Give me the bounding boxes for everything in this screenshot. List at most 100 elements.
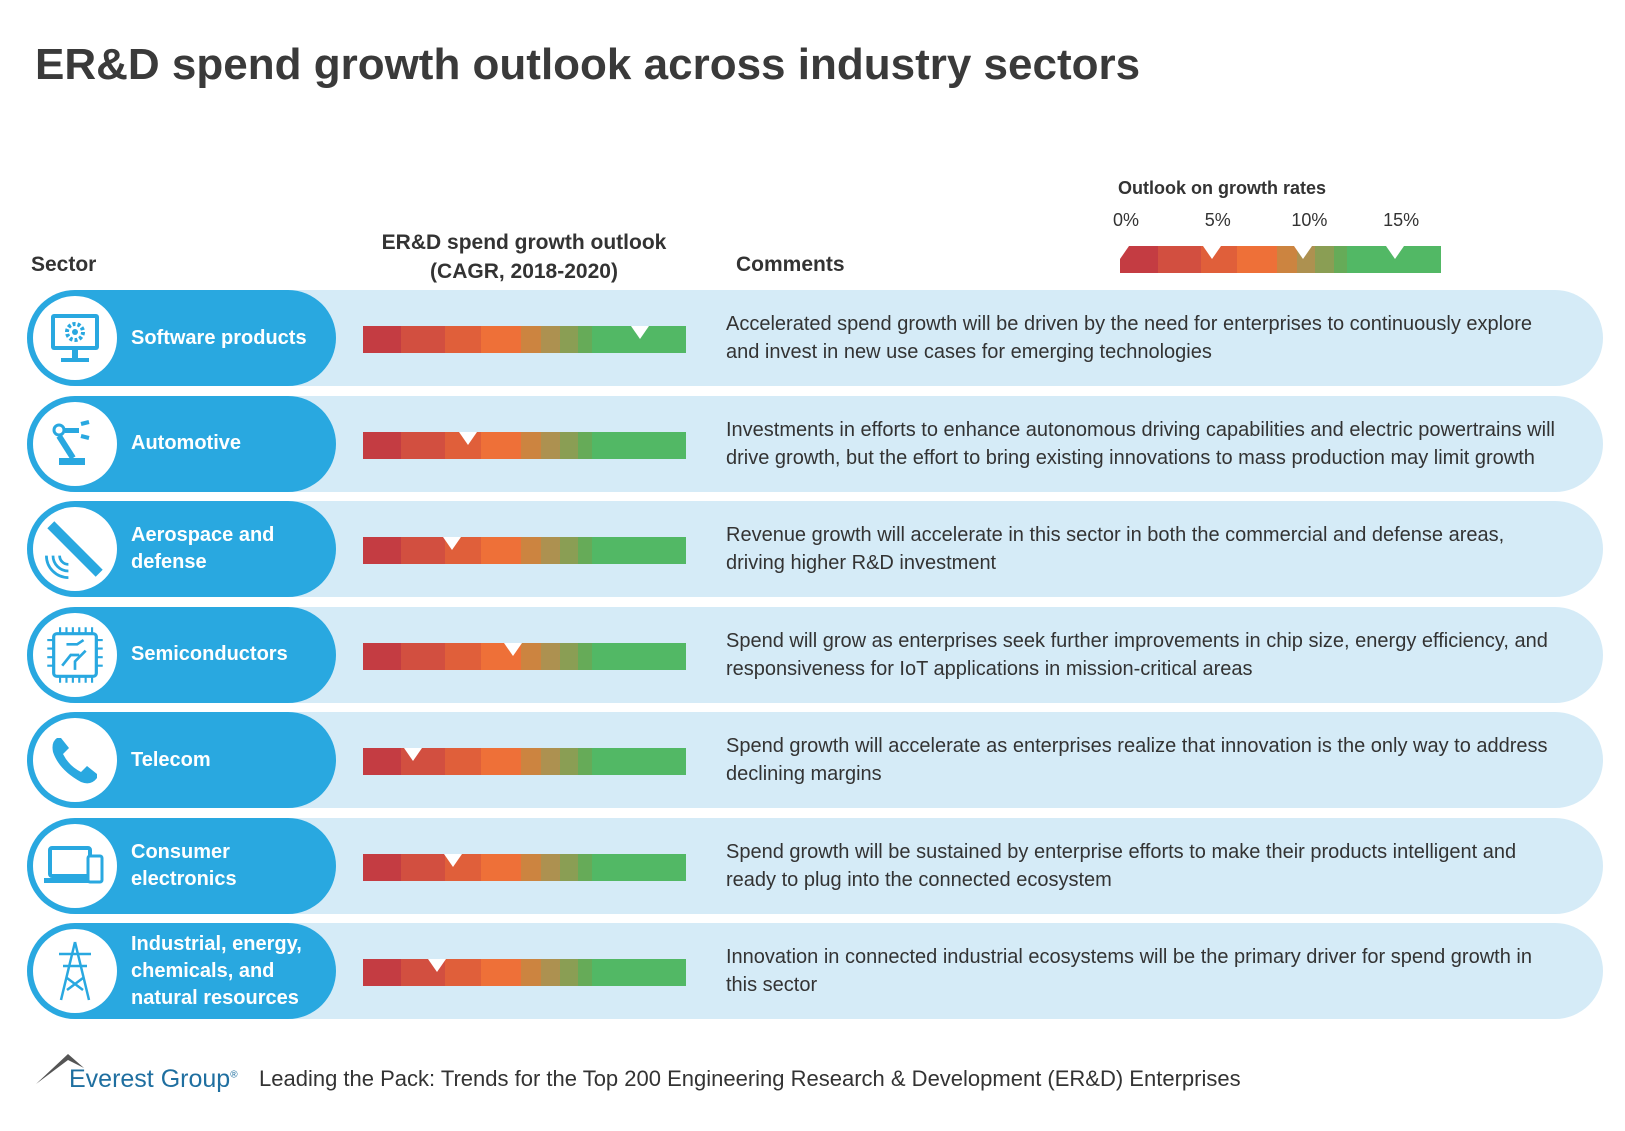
page-title: ER&D spend growth outlook across industr… <box>35 40 1141 89</box>
growth-outlook-bar <box>363 853 686 881</box>
growth-bar-segment <box>401 431 445 459</box>
legend-marker <box>1120 246 1129 286</box>
growth-bar-segment <box>363 431 402 459</box>
growth-bar-segment <box>521 748 541 775</box>
growth-bar-segment <box>401 642 445 670</box>
sector-pill: Consumer electronics <box>27 817 336 914</box>
comment-text: Innovation in connected industrial ecosy… <box>726 946 1532 996</box>
outlook-header-line2: (CAGR, 2018-2020) <box>430 260 618 283</box>
growth-bar-segment <box>521 642 541 670</box>
legend-scale-segment <box>1315 246 1335 273</box>
growth-bar-segment <box>480 431 522 459</box>
growth-bar-segment <box>521 431 541 459</box>
growth-bar-segment <box>591 642 686 670</box>
mountain-logo-icon <box>36 1054 84 1084</box>
growth-outlook-bar <box>363 959 686 986</box>
growth-bar-segment <box>480 748 522 775</box>
sector-name: Semiconductors <box>131 643 288 665</box>
growth-bar-segment <box>444 642 481 670</box>
monitor-gear-icon <box>33 296 117 380</box>
sector-pill: Software products <box>27 290 336 386</box>
phone-icon <box>33 718 117 802</box>
legend-title: Outlook on growth rates <box>1118 178 1327 198</box>
legend-marker <box>1202 246 1221 286</box>
growth-bar-segment <box>559 326 579 353</box>
sector-pill: Telecom <box>27 712 336 808</box>
growth-marker <box>427 959 446 999</box>
satellite-icon <box>33 507 117 591</box>
growth-bar-segment <box>363 853 402 881</box>
comment-text: Investments in efforts to enhance autono… <box>726 418 1555 469</box>
growth-bar-segment <box>559 642 579 670</box>
legend-tick-label: 15% <box>1383 210 1420 230</box>
footer-text: Leading the Pack: Trends for the Top 200… <box>259 1066 1241 1091</box>
growth-bar-segment <box>521 326 541 353</box>
growth-bar-segment <box>444 959 481 986</box>
sector-name: Industrial, energy, chemicals, and natur… <box>131 932 302 1009</box>
growth-bar-segment <box>559 959 579 986</box>
legend-scale-segment <box>1334 246 1348 273</box>
growth-bar-segment <box>591 853 686 881</box>
growth-bar-segment <box>591 537 686 564</box>
growth-bar-segment <box>480 853 522 881</box>
growth-bar-segment <box>591 748 686 775</box>
comments-header: Comments <box>736 253 845 276</box>
comment-text: Accelerated spend growth will be driven … <box>726 313 1533 363</box>
everest-group-logo: Everest Group® <box>36 1046 251 1096</box>
outlook-header-line1: ER&D spend growth outlook <box>381 231 667 254</box>
sector-pill: Industrial, energy, chemicals, and natur… <box>27 923 336 1019</box>
legend-scale-segment <box>1237 246 1278 273</box>
sector-pill: Semiconductors <box>27 606 336 703</box>
growth-outlook-bar <box>363 748 686 775</box>
growth-bar-segment <box>521 537 541 564</box>
growth-marker <box>444 853 463 894</box>
growth-bar-segment <box>578 326 592 353</box>
growth-bar-segment <box>480 326 522 353</box>
sector-pill: Aerospace and defense <box>27 501 336 597</box>
sector-name: Telecom <box>131 748 211 771</box>
growth-bar-segment <box>540 431 560 459</box>
growth-marker <box>442 537 461 577</box>
laptop-phone-icon <box>33 823 117 908</box>
growth-bar-segment <box>363 748 402 775</box>
growth-bar-segment <box>401 326 445 353</box>
growth-marker <box>403 748 422 788</box>
robot-arm-icon <box>33 401 117 486</box>
growth-bar-segment <box>540 748 560 775</box>
growth-bar-segment <box>578 853 592 881</box>
growth-outlook-bar <box>363 326 686 353</box>
growth-bar-segment <box>363 326 402 353</box>
growth-bar-segment <box>578 537 592 564</box>
legend-scale-segment <box>1157 246 1202 273</box>
growth-bar-segment <box>578 431 592 459</box>
growth-bar-segment <box>444 748 481 775</box>
outlook-header: ER&D spend growth outlook (CAGR, 2018-20… <box>382 228 667 286</box>
growth-bar-segment <box>540 326 560 353</box>
legend-scale-segment <box>1277 246 1297 273</box>
power-tower-icon <box>33 929 117 1013</box>
sector-pill: Automotive <box>27 395 336 492</box>
growth-bar-segment <box>363 642 402 670</box>
legend-tick-label: 10% <box>1291 210 1328 230</box>
growth-bar-segment <box>363 537 402 564</box>
growth-bar-segment <box>559 853 579 881</box>
legend-tick-label: 0% <box>1112 210 1140 230</box>
sector-name: Automotive <box>131 432 241 454</box>
growth-bar-segment <box>559 537 579 564</box>
chip-icon <box>33 612 117 697</box>
legend-tick-label: 5% <box>1204 210 1231 230</box>
growth-bar-segment <box>578 642 592 670</box>
growth-marker <box>503 642 522 683</box>
comment-text: Revenue growth will accelerate in this s… <box>726 524 1505 574</box>
sector-name: Aerospace and defense <box>131 524 275 573</box>
comment-text: Spend growth will accelerate as enterpri… <box>726 735 1548 785</box>
sector-name: Consumer electronics <box>131 840 237 890</box>
growth-bar-segment <box>363 959 402 986</box>
legend-marker <box>1386 246 1405 286</box>
growth-marker <box>630 326 649 366</box>
growth-bar-segment <box>480 959 522 986</box>
growth-bar-segment <box>401 853 445 881</box>
comment-text: Spend growth will be sustained by enterp… <box>726 840 1517 891</box>
growth-bar-segment <box>540 537 560 564</box>
